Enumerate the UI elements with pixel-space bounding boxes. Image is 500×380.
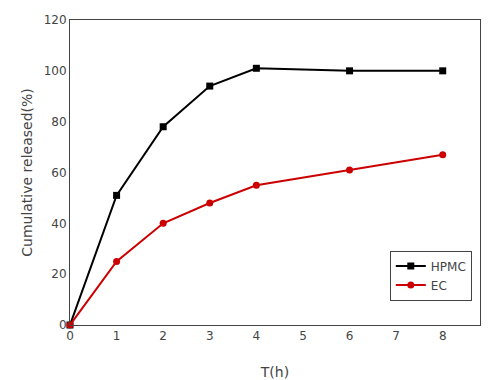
- svg-text:T(h): T(h): [260, 364, 289, 380]
- svg-text:2: 2: [159, 329, 167, 343]
- svg-text:3: 3: [206, 329, 214, 343]
- svg-text:EC: EC: [431, 279, 447, 293]
- svg-text:6: 6: [346, 329, 354, 343]
- svg-text:4: 4: [253, 329, 261, 343]
- svg-text:HPMC: HPMC: [431, 260, 466, 274]
- svg-text:8: 8: [439, 329, 447, 343]
- svg-text:60: 60: [51, 166, 66, 180]
- svg-text:Cumulative released(%): Cumulative released(%): [19, 88, 35, 257]
- svg-text:120: 120: [44, 13, 67, 27]
- svg-text:20: 20: [51, 267, 66, 281]
- svg-text:40: 40: [51, 217, 66, 231]
- svg-text:0: 0: [66, 329, 74, 343]
- svg-text:5: 5: [299, 329, 307, 343]
- svg-text:100: 100: [44, 64, 67, 78]
- svg-text:7: 7: [392, 329, 400, 343]
- svg-text:0: 0: [59, 318, 67, 332]
- svg-text:80: 80: [51, 115, 66, 129]
- svg-text:1: 1: [113, 329, 121, 343]
